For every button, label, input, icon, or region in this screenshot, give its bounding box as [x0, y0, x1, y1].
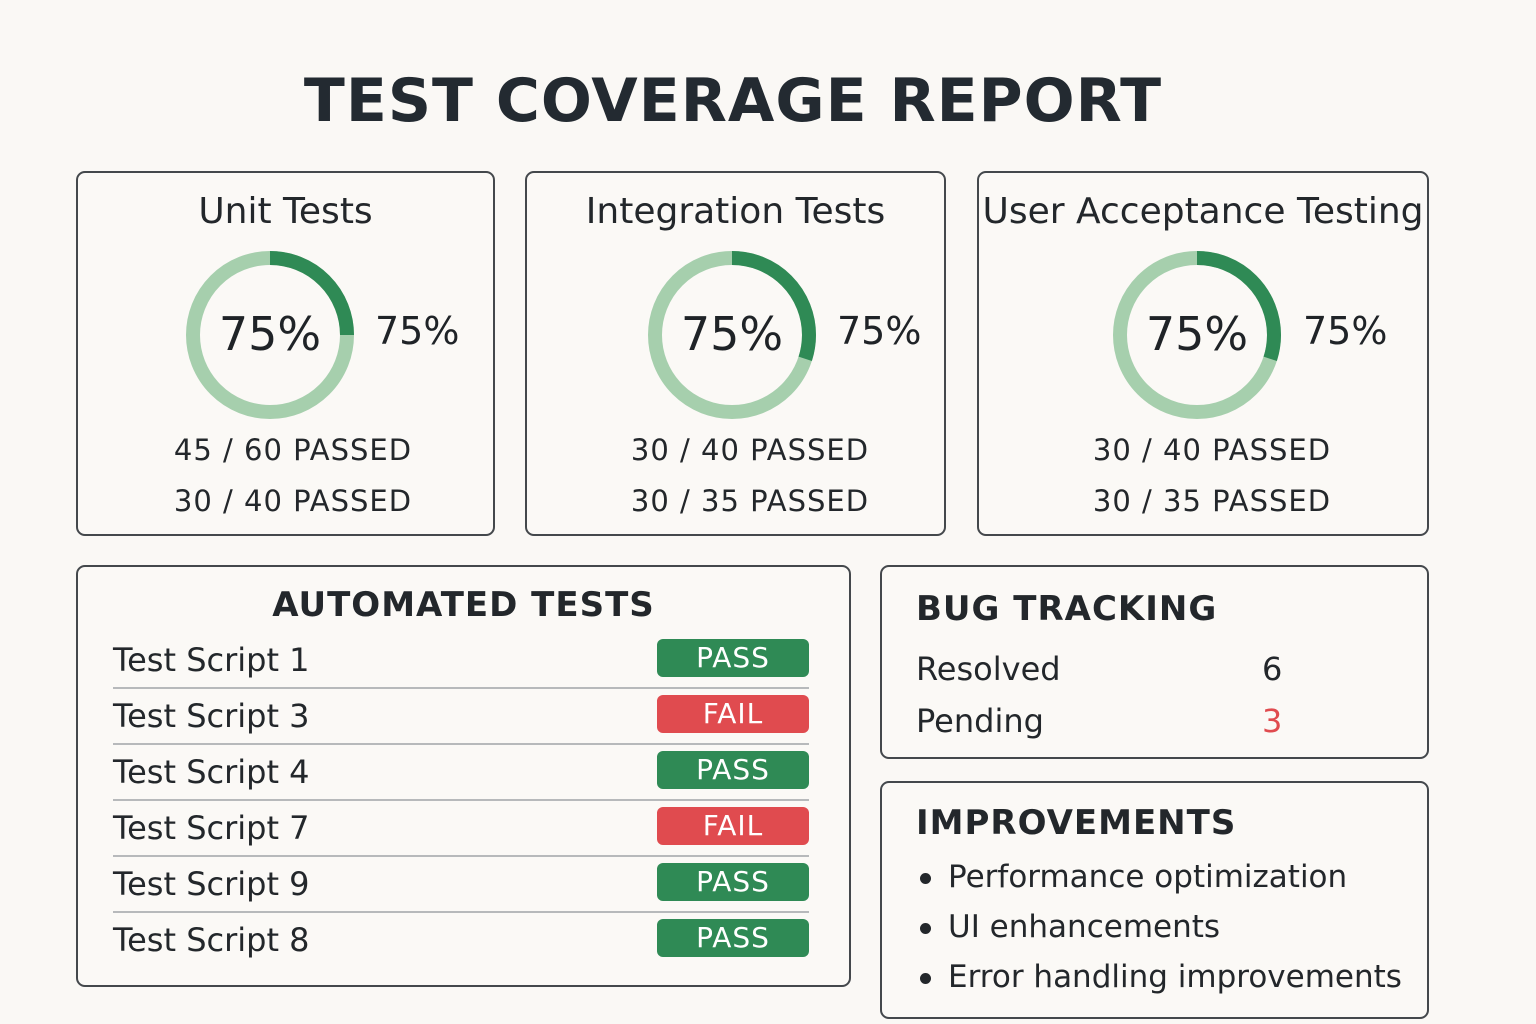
- pending-label: Pending: [916, 702, 1044, 740]
- status-badge: PASS: [657, 863, 809, 901]
- bullet-icon: [920, 873, 931, 884]
- status-badge: FAIL: [657, 695, 809, 733]
- side-percent-label: 75%: [1303, 309, 1388, 353]
- ring-progress: [1113, 251, 1281, 419]
- ring-progress: [186, 251, 354, 419]
- status-badge: PASS: [657, 639, 809, 677]
- coverage-ring: 75%: [1111, 249, 1283, 421]
- passed-stat: 30 / 35 PASSED: [1092, 484, 1332, 518]
- table-row[interactable]: Test Script 3 FAIL: [113, 689, 809, 745]
- coverage-ring-chart: [1113, 251, 1281, 419]
- coverage-ring-chart: [186, 251, 354, 419]
- passed-stat: 30 / 40 PASSED: [173, 484, 413, 518]
- improvement-text: Error handling improvements: [948, 959, 1402, 995]
- test-script-name: Test Script 8: [113, 921, 310, 959]
- improvements-title: IMPROVEMENTS: [916, 803, 1237, 843]
- table-row[interactable]: Test Script 4 PASS: [113, 745, 809, 801]
- user-acceptance-testing-card: User Acceptance Testing 75% 75% 30 / 40 …: [977, 171, 1429, 536]
- passed-stat: 30 / 35 PASSED: [630, 484, 870, 518]
- table-row[interactable]: Test Script 7 FAIL: [113, 801, 809, 857]
- bug-tracking-panel: BUG TRACKING Resolved 6 Pending 3: [880, 565, 1429, 759]
- improvements-panel: IMPROVEMENTS Performance optimization UI…: [880, 781, 1429, 1019]
- card-title: User Acceptance Testing: [982, 191, 1424, 232]
- ring-progress: [648, 251, 816, 419]
- status-badge: PASS: [657, 751, 809, 789]
- bug-tracking-title: BUG TRACKING: [916, 589, 1218, 629]
- passed-stat: 45 / 60 PASSED: [173, 433, 413, 467]
- test-script-name: Test Script 7: [113, 809, 310, 847]
- improvement-text: Performance optimization: [948, 859, 1348, 895]
- card-title: Unit Tests: [198, 191, 373, 232]
- coverage-ring: 75%: [184, 249, 356, 421]
- automated-tests-panel: AUTOMATED TESTS Test Script 1 PASS Test …: [76, 565, 851, 987]
- ring-percent-label: 75%: [218, 307, 322, 361]
- ring-percent-label: 75%: [680, 307, 784, 361]
- card-title: Integration Tests: [585, 191, 886, 232]
- list-item: Error handling improvements: [916, 959, 1402, 1009]
- ring-percent-label: 75%: [1145, 307, 1249, 361]
- coverage-ring-chart: [648, 251, 816, 419]
- test-script-name: Test Script 9: [113, 865, 310, 903]
- side-percent-label: 75%: [375, 309, 460, 353]
- resolved-count: 6: [1262, 650, 1283, 688]
- improvement-text: UI enhancements: [948, 909, 1221, 945]
- list-item: Performance optimization: [916, 859, 1402, 909]
- page-title: TEST COVERAGE REPORT: [303, 66, 1163, 136]
- table-row[interactable]: Test Script 1 PASS: [113, 633, 809, 689]
- resolved-label: Resolved: [916, 650, 1061, 688]
- test-script-name: Test Script 1: [113, 641, 310, 679]
- coverage-ring: 75%: [646, 249, 818, 421]
- table-row[interactable]: Test Script 8 PASS: [113, 913, 809, 969]
- list-item: UI enhancements: [916, 909, 1402, 959]
- passed-stat: 30 / 40 PASSED: [1092, 433, 1332, 467]
- bullet-icon: [920, 923, 931, 934]
- test-script-name: Test Script 4: [113, 753, 310, 791]
- unit-tests-card: Unit Tests 75% 75% 45 / 60 PASSED 30 / 4…: [76, 171, 495, 536]
- status-badge: PASS: [657, 919, 809, 957]
- automated-tests-title: AUTOMATED TESTS: [272, 585, 655, 625]
- side-percent-label: 75%: [837, 309, 922, 353]
- status-badge: FAIL: [657, 807, 809, 845]
- test-list: Test Script 1 PASS Test Script 3 FAIL Te…: [113, 633, 809, 969]
- table-row[interactable]: Test Script 9 PASS: [113, 857, 809, 913]
- integration-tests-card: Integration Tests 75% 75% 30 / 40 PASSED…: [525, 171, 946, 536]
- improvements-list: Performance optimization UI enhancements…: [916, 859, 1402, 1009]
- passed-stat: 30 / 40 PASSED: [630, 433, 870, 467]
- test-script-name: Test Script 3: [113, 697, 310, 735]
- pending-count: 3: [1262, 702, 1283, 740]
- bullet-icon: [920, 973, 931, 984]
